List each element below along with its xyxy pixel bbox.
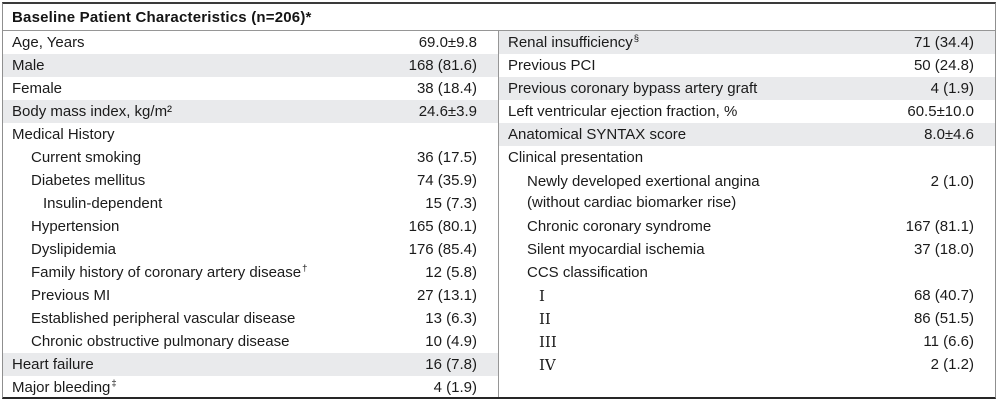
table-row: Medical History [3,123,498,146]
footnote-marker: † [302,263,308,274]
row-label: Dyslipidemia [31,241,117,258]
row-label: Medical History [12,126,115,143]
row-label: IV [539,355,556,374]
table-row: Chronic coronary syndrome 167 (81.1) [499,215,995,238]
table-row: Clinical presentation [499,146,995,169]
row-label: Silent myocardial ischemia [527,241,705,258]
row-label: Hypertension [31,218,120,235]
table-row: Previous coronary bypass artery graft 4 (… [499,77,995,100]
table-row: Established peripheral vascular disease 1… [3,307,498,330]
table-row: Heart failure 16 (7.8) [3,353,498,376]
row-label: Previous coronary bypass artery graft [508,80,758,97]
row-label: Anatomical SYNTAX score [508,126,687,143]
row-label: Renal insufficiency§ [508,33,640,51]
footnote-marker: § [633,33,640,44]
table-row: IV 2 (1.2) [499,353,995,376]
baseline-characteristics-table: Baseline Patient Characteristics (n=206)… [2,2,996,399]
row-value: 50 (24.8) [913,57,974,74]
table-row: II 86 (51.5) [499,307,995,330]
row-label: Female [12,80,63,97]
table-row: Female 38 (18.4) [3,77,498,100]
row-label: Previous PCI [508,57,596,74]
row-label: I [539,286,545,305]
row-value: 16 (7.8) [425,356,477,373]
table-row: Dyslipidemia 176 (85.4) [3,238,498,261]
row-value: 4 (1.9) [930,80,974,97]
table-column-left: Age, Years 69.0±9.8 Male 168 (81.6) Female 38… [3,31,499,397]
table-row: Left ventricular ejection fraction, % 60.… [499,100,995,123]
table-row: I 68 (40.7) [499,284,995,307]
row-value: 24.6±3.9 [418,103,477,120]
row-label: Chronic obstructive pulmonary disease [31,333,290,350]
row-label: Heart failure [12,356,94,373]
footnote-marker: ‡ [111,378,117,389]
row-value: 165 (80.1) [408,218,477,235]
table-row: Male 168 (81.6) [3,54,498,77]
row-label: Family history of coronary artery diseas… [31,263,308,281]
row-label: Current smoking [31,149,142,166]
row-value: 167 (81.1) [905,218,974,235]
row-value: 36 (17.5) [416,149,477,166]
row-label: Age, Years [12,34,85,51]
row-label: Established peripheral vascular disease [31,310,296,327]
row-value: 27 (13.1) [416,287,477,304]
row-value: 12 (5.8) [425,264,477,281]
row-label: Body mass index, kg/m² [12,103,173,120]
table-row: Current smoking 36 (17.5) [3,146,498,169]
row-value: 60.5±10.0 [907,103,974,120]
row-value: 2 (1.2) [930,356,974,373]
row-value: 71 (34.4) [913,34,974,51]
table-title: Baseline Patient Characteristics (n=206)… [3,4,995,31]
row-value: 11 (6.6) [923,333,974,350]
table-row: Newly developed exertional angina (withou… [499,169,995,215]
table-row: Family history of coronary artery diseas… [3,261,498,284]
row-label: Clinical presentation [508,149,644,166]
table-row: Major bleeding‡ 4 (1.9) [3,376,498,399]
row-value: 10 (4.9) [425,333,477,350]
row-label: Male [12,57,45,74]
table-row: Body mass index, kg/m² 24.6±3.9 [3,100,498,123]
table-row: Previous PCI 50 (24.8) [499,54,995,77]
row-label: Previous MI [31,287,111,304]
row-label: Left ventricular ejection fraction, % [508,103,738,120]
table-row: Anatomical SYNTAX score 8.0±4.6 [499,123,995,146]
row-label: III [539,332,557,351]
row-value: 176 (85.4) [408,241,477,258]
row-value: 86 (51.5) [913,310,974,327]
table-row: Age, Years 69.0±9.8 [3,31,498,54]
table-row: III 11 (6.6) [499,330,995,353]
row-value: 37 (18.0) [913,241,974,258]
row-label: Chronic coronary syndrome [527,218,712,235]
row-label: CCS classification [527,264,648,281]
row-label: Major bleeding‡ [12,378,117,396]
row-value: 69.0±9.8 [418,34,477,51]
table-row: Diabetes mellitus 74 (35.9) [3,169,498,192]
table-row: CCS classification [499,261,995,284]
table-row: Chronic obstructive pulmonary disease 10 … [3,330,498,353]
row-value: 2 (1.0) [930,173,974,190]
row-value: 168 (81.6) [408,57,477,74]
row-value: 74 (35.9) [416,172,477,189]
table-row: Previous MI 27 (13.1) [3,284,498,307]
row-value: 38 (18.4) [416,80,477,97]
table-row: Silent myocardial ischemia 37 (18.0) [499,238,995,261]
table-row: Hypertension 165 (80.1) [3,215,498,238]
table-body: Age, Years 69.0±9.8 Male 168 (81.6) Female 38… [3,31,995,397]
row-label: Diabetes mellitus [31,172,146,189]
row-value: 4 (1.9) [433,379,477,396]
row-value: 68 (40.7) [913,287,974,304]
row-label: II [539,309,551,328]
table-column-right: Renal insufficiency§ 71 (34.4) Previous PC… [499,31,995,397]
row-value: 8.0±4.6 [924,126,974,143]
row-value: 13 (6.3) [425,310,477,327]
table-row: Insulin-dependent 15 (7.3) [3,192,498,215]
table-row: Renal insufficiency§ 71 (34.4) [499,31,995,54]
table-title-text: Baseline Patient Characteristics (n=206)… [12,8,312,26]
row-label: Newly developed exertional angina (withou… [527,173,760,211]
row-value: 15 (7.3) [425,195,477,212]
row-label: Insulin-dependent [43,195,163,212]
